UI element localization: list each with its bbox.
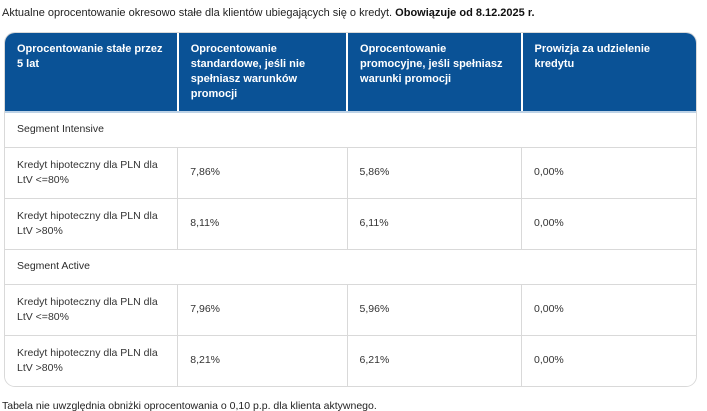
col-header-promo: Oprocentowanie promocyjne, jeśli spełnia… xyxy=(346,32,522,113)
table-row: Kredyt hipoteczny dla PLN dla LtV <=80% … xyxy=(5,146,696,199)
table-row: Kredyt hipoteczny dla PLN dla LtV >80% 8… xyxy=(5,334,696,386)
cell-fee: 0,00% xyxy=(521,146,696,199)
intro-text-normal: Aktualne oprocentowanie okresowo stałe d… xyxy=(2,7,396,19)
cell-standard-rate: 8,21% xyxy=(177,334,348,386)
cell-standard-rate: 7,96% xyxy=(177,283,348,336)
rates-table-grid: Oprocentowanie stałe przez 5 lat Oprocen… xyxy=(5,32,696,386)
cell-product: Kredyt hipoteczny dla PLN dla LtV >80% xyxy=(5,334,178,386)
table-row: Kredyt hipoteczny dla PLN dla LtV >80% 8… xyxy=(5,197,696,250)
effective-date: Obowiązuje od 8.12.2025 r. xyxy=(395,7,535,19)
cell-product: Kredyt hipoteczny dla PLN dla LtV <=80% xyxy=(5,283,178,336)
cell-fee: 0,00% xyxy=(521,197,696,250)
cell-fee: 0,00% xyxy=(521,334,696,386)
section-title: Segment Active xyxy=(5,248,696,285)
footnote-active-client: Tabela nie uwzględnia obniżki oprocentow… xyxy=(2,399,377,411)
cell-promo-rate: 6,11% xyxy=(346,197,522,250)
section-row-active: Segment Active xyxy=(5,248,696,285)
cell-standard-rate: 8,11% xyxy=(177,197,348,250)
section-title: Segment Intensive xyxy=(5,111,696,148)
col-header-product: Oprocentowanie stałe przez 5 lat xyxy=(5,32,178,113)
intro-text: Aktualne oprocentowanie okresowo stałe d… xyxy=(2,6,707,21)
cell-product: Kredyt hipoteczny dla PLN dla LtV >80% xyxy=(5,197,178,250)
col-header-fee: Prowizja za udzielenie kredytu xyxy=(520,32,696,113)
section-row-intensive: Segment Intensive xyxy=(5,111,696,148)
rates-table: Oprocentowanie stałe przez 5 lat Oprocen… xyxy=(4,31,697,387)
cell-promo-rate: 5,86% xyxy=(346,146,522,199)
cell-promo-rate: 5,96% xyxy=(346,283,522,336)
table-row: Kredyt hipoteczny dla PLN dla LtV <=80% … xyxy=(5,283,696,336)
cell-product: Kredyt hipoteczny dla PLN dla LtV <=80% xyxy=(5,146,178,199)
table-header: Oprocentowanie stałe przez 5 lat Oprocen… xyxy=(5,32,696,113)
col-header-standard: Oprocentowanie standardowe, jeśli nie sp… xyxy=(176,32,348,113)
cell-promo-rate: 6,21% xyxy=(346,334,522,386)
cell-standard-rate: 7,86% xyxy=(177,146,348,199)
header-row: Oprocentowanie stałe przez 5 lat Oprocen… xyxy=(5,32,696,113)
cell-fee: 0,00% xyxy=(521,283,696,336)
